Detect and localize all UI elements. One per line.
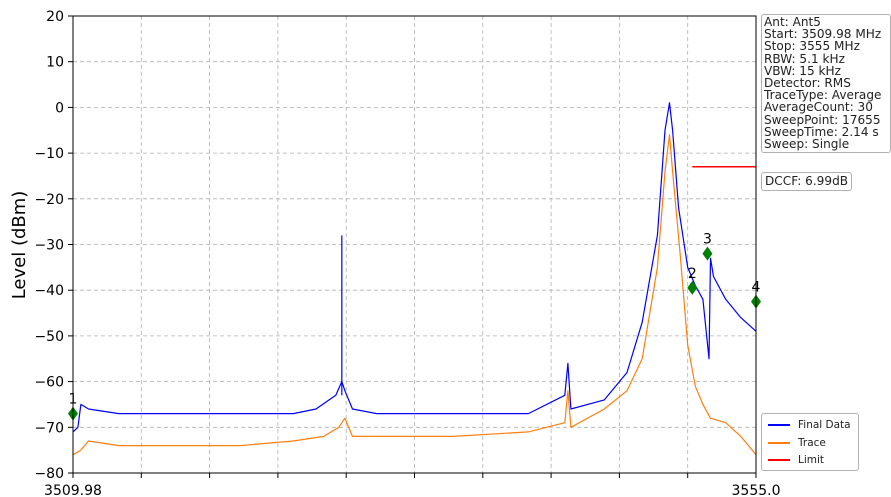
series-line-final-data	[72, 102, 757, 433]
legend-item-final-data: Final Data	[768, 417, 851, 433]
info-start: Start: 3509.98 MHz	[764, 27, 882, 42]
info-sweep-time: SweepTime: 2.14 s	[764, 124, 879, 139]
marker-2-diamond	[687, 280, 698, 295]
legend-swatch-limit	[768, 459, 790, 461]
marker-2-label: 2	[688, 266, 697, 282]
info-vbw: VBW: 15 kHz	[764, 63, 841, 78]
y-tick-label: −50	[34, 329, 64, 345]
y-tick-label: 10	[46, 55, 64, 71]
series-line-trace	[72, 134, 757, 456]
info-trace-type: TraceType: Average	[764, 88, 882, 103]
dccf-box: DCCF: 6.99dB	[761, 172, 853, 191]
y-tick-label: −60	[34, 375, 64, 391]
marker-3-diamond	[702, 246, 713, 261]
x-tick-label: 3555.0	[732, 483, 781, 497]
y-tick-label: −70	[34, 420, 64, 436]
sweep-info-box: Ant: Ant5 Start: 3509.98 MHz Stop: 3555 …	[761, 14, 891, 154]
y-tick-label: −30	[34, 238, 64, 254]
y-tick-label: −80	[34, 466, 64, 482]
info-sweep-point: SweepPoint: 17655	[764, 112, 881, 127]
grid-lines	[73, 16, 756, 473]
dccf-value: DCCF: 6.99dB	[765, 174, 849, 188]
info-sweep: Sweep: Single	[764, 137, 850, 152]
legend-swatch-final-data	[768, 424, 790, 426]
legend-label-final-data: Final Data	[798, 419, 851, 431]
info-rbw: RBW: 5.1 kHz	[764, 51, 845, 66]
info-average-count: AverageCount: 30	[764, 100, 873, 115]
legend-swatch-trace	[768, 442, 790, 444]
info-stop: Stop: 3555 MHz	[764, 39, 860, 54]
y-tick-label: 0	[55, 100, 64, 116]
legend-item-limit: Limit	[768, 452, 824, 468]
legend-label-limit: Limit	[798, 454, 825, 466]
y-tick-label: −10	[34, 146, 64, 162]
marker-3-label: 3	[703, 232, 712, 248]
series-layer	[72, 102, 757, 456]
info-detector: Detector: RMS	[764, 76, 851, 91]
y-tick-label: −20	[34, 192, 64, 208]
legend-label-trace: Trace	[798, 437, 826, 449]
x-tick-label: 3509.98	[44, 483, 102, 497]
y-axis-title: Level (dBm)	[9, 191, 30, 300]
y-tick-label: −40	[34, 283, 64, 299]
legend-item-trace: Trace	[768, 435, 826, 451]
info-antenna: Ant: Ant5	[764, 15, 821, 29]
y-tick-label: 20	[46, 9, 64, 25]
legend: Final Data Trace Limit	[761, 413, 859, 471]
